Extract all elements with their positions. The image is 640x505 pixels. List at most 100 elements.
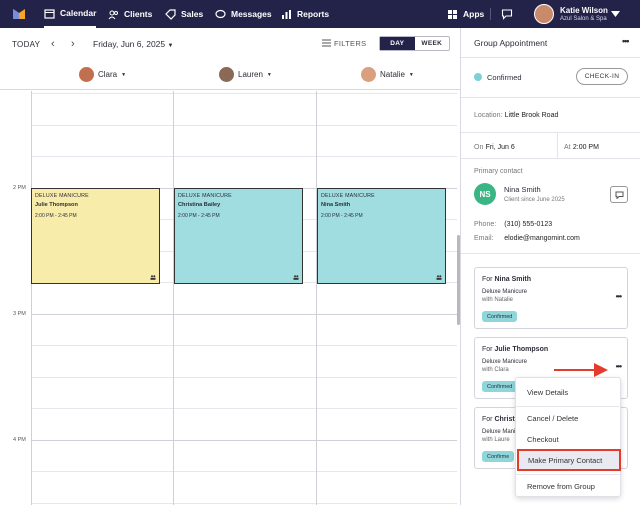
staff-column-header[interactable]: Clara ▼ bbox=[79, 67, 126, 82]
staff-name: Natalie bbox=[380, 70, 405, 79]
annotation-arrow-icon bbox=[554, 363, 608, 377]
slot-line bbox=[31, 93, 457, 94]
chart-icon bbox=[282, 9, 291, 19]
member-staff: with Natalie bbox=[482, 297, 514, 303]
check-in-button[interactable]: CHECK-IN bbox=[576, 68, 628, 85]
app-logo-icon[interactable] bbox=[12, 7, 26, 21]
panel-header: Group Appointment ••• bbox=[461, 28, 640, 58]
appointment-time: 2:00 PM - 2:45 PM bbox=[321, 213, 363, 219]
column-divider bbox=[316, 91, 317, 505]
appointment-service: DELUXE MANICURE bbox=[321, 193, 375, 199]
nav-reports[interactable]: Reports bbox=[281, 0, 329, 28]
time-field[interactable]: At 2:00 PM bbox=[564, 142, 599, 151]
card-more-icon[interactable]: ••• bbox=[615, 362, 622, 371]
appointment-service: DELUXE MANICURE bbox=[35, 193, 89, 199]
status-badge: Confirmed bbox=[482, 381, 518, 392]
appointment-block[interactable]: DELUXE MANICURE Julie Thompson 2:00 PM -… bbox=[31, 188, 160, 284]
staff-column-header[interactable]: Natalie ▼ bbox=[361, 67, 414, 82]
chevron-down-icon[interactable] bbox=[611, 11, 620, 17]
hour-line bbox=[31, 314, 457, 315]
phone-value[interactable]: (310) 555-0123 bbox=[504, 221, 553, 228]
for-label: For bbox=[482, 276, 493, 283]
appointment-block[interactable]: DELUXE MANICURE Christina Bailey 2:00 PM… bbox=[174, 188, 303, 284]
menu-item-make-primary-contact[interactable]: Make Primary Contact bbox=[517, 449, 621, 471]
chat-icon bbox=[615, 191, 624, 199]
status-badge: Confirme bbox=[482, 451, 515, 462]
staff-name: Lauren bbox=[238, 70, 263, 79]
column-divider bbox=[31, 91, 32, 505]
top-nav: Calendar Clients Sales Messages Reports … bbox=[0, 0, 640, 28]
slot-line bbox=[31, 156, 457, 157]
slot-line bbox=[31, 345, 457, 346]
staff-column-header[interactable]: Lauren ▼ bbox=[219, 67, 272, 82]
appointment-service: DELUXE MANICURE bbox=[178, 193, 232, 199]
user-business: Azul Salon & Spa bbox=[560, 15, 607, 22]
nav-apps[interactable]: Apps bbox=[447, 0, 484, 28]
member-name: Nina Smith bbox=[494, 276, 532, 283]
date-selector[interactable]: Friday, Jun 6, 2025 ▼ bbox=[93, 39, 173, 49]
location-row[interactable]: Location: Little Brook Road bbox=[461, 98, 640, 133]
message-bubble-icon[interactable] bbox=[501, 8, 513, 20]
card-more-icon[interactable]: ••• bbox=[615, 292, 622, 301]
view-week-button[interactable]: WEEK bbox=[421, 40, 443, 47]
more-options-icon[interactable]: ••• bbox=[622, 36, 630, 46]
hour-line bbox=[31, 440, 457, 441]
slot-line bbox=[31, 471, 457, 472]
menu-item-cancel-delete[interactable]: Cancel / Delete bbox=[527, 413, 579, 423]
staff-avatar bbox=[361, 67, 376, 82]
member-staff: with Clara bbox=[482, 367, 509, 373]
nav-messages[interactable]: Messages bbox=[215, 0, 272, 28]
group-member-card[interactable]: For Nina Smith Deluxe Manicure with Nata… bbox=[474, 267, 628, 329]
phone-label: Phone: bbox=[474, 221, 497, 228]
appointment-client: Julie Thompson bbox=[35, 202, 78, 208]
chevron-right-icon[interactable]: › bbox=[71, 38, 75, 50]
card-heading: For Julie Thompson bbox=[482, 346, 548, 353]
filters-button[interactable]: FILTERS bbox=[322, 39, 366, 48]
staff-name: Clara bbox=[98, 70, 118, 79]
panel-title: Group Appointment bbox=[474, 38, 548, 48]
scrollbar[interactable] bbox=[457, 235, 460, 325]
view-day-button[interactable]: DAY bbox=[380, 37, 415, 50]
contact-name[interactable]: Nina Smith bbox=[504, 185, 541, 194]
grid-icon bbox=[448, 9, 457, 19]
today-button[interactable]: TODAY bbox=[12, 40, 41, 49]
message-contact-button[interactable] bbox=[610, 186, 628, 203]
user-menu[interactable]: Katie Wilson Azul Salon & Spa bbox=[534, 4, 608, 24]
chat-icon bbox=[215, 9, 226, 18]
menu-item-view-details[interactable]: View Details bbox=[527, 387, 569, 397]
nav-clients[interactable]: Clients bbox=[108, 0, 152, 28]
calendar-grid[interactable]: 2 PM 3 PM 4 PM DELUXE MANICURE Julie Tho… bbox=[0, 91, 457, 505]
email-value[interactable]: elodie@mangomint.com bbox=[504, 235, 580, 242]
nav-label: Clients bbox=[124, 9, 153, 19]
calendar-icon bbox=[44, 8, 55, 19]
nav-divider bbox=[490, 8, 491, 20]
appointment-block[interactable]: DELUXE MANICURE Nina Smith 2:00 PM - 2:4… bbox=[317, 188, 446, 284]
appointment-time: 2:00 PM - 2:45 PM bbox=[35, 213, 77, 219]
date-text: Friday, Jun 6, 2025 bbox=[93, 39, 166, 49]
member-name: Julie Thompson bbox=[494, 346, 549, 353]
on-label: On bbox=[474, 144, 484, 151]
date-time-divider bbox=[557, 133, 558, 159]
for-label: For bbox=[482, 346, 493, 353]
chevron-left-icon[interactable]: ‹ bbox=[51, 38, 55, 50]
staff-avatar bbox=[79, 67, 94, 82]
caret-down-icon: ▼ bbox=[121, 71, 127, 78]
menu-item-checkout[interactable]: Checkout bbox=[527, 434, 559, 444]
member-name: Christi bbox=[494, 416, 517, 423]
view-toggle: DAY WEEK bbox=[379, 36, 450, 51]
nav-sales[interactable]: Sales bbox=[165, 0, 203, 28]
time-value: 2:00 PM bbox=[572, 144, 599, 151]
filter-icon bbox=[322, 39, 331, 47]
contact-avatar[interactable]: NS bbox=[474, 183, 496, 205]
filters-label: FILTERS bbox=[334, 39, 367, 48]
date-field[interactable]: On Fri, Jun 6 bbox=[474, 142, 515, 151]
menu-item-remove-from-group[interactable]: Remove from Group bbox=[527, 481, 595, 491]
primary-contact-section: Primary contact NS Nina Smith Client sin… bbox=[461, 159, 640, 254]
nav-calendar[interactable]: Calendar bbox=[44, 0, 97, 28]
user-name: Katie Wilson bbox=[560, 5, 608, 15]
slot-line bbox=[31, 377, 457, 378]
nav-label: Reports bbox=[297, 9, 330, 19]
member-service: Deluxe Mani bbox=[482, 429, 516, 435]
status-row: Confirmed CHECK-IN bbox=[461, 58, 640, 98]
nav-label: Sales bbox=[181, 9, 204, 19]
